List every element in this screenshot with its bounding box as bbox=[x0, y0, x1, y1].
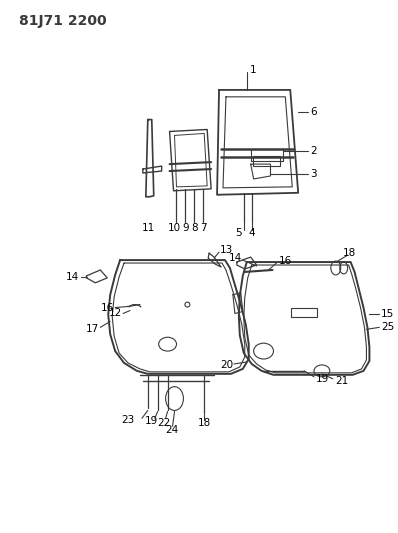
Text: 24: 24 bbox=[165, 425, 178, 435]
Text: 12: 12 bbox=[109, 309, 122, 319]
Polygon shape bbox=[86, 270, 107, 283]
Text: 14: 14 bbox=[228, 253, 242, 263]
Text: 20: 20 bbox=[220, 360, 233, 370]
Polygon shape bbox=[239, 262, 369, 375]
Text: 17: 17 bbox=[86, 324, 100, 334]
Polygon shape bbox=[237, 257, 257, 269]
Text: 2: 2 bbox=[310, 146, 317, 156]
Text: 7: 7 bbox=[200, 223, 207, 233]
Text: 81J71 2200: 81J71 2200 bbox=[19, 14, 107, 28]
Text: 14: 14 bbox=[66, 272, 80, 282]
Text: 1: 1 bbox=[250, 65, 256, 75]
Text: 22: 22 bbox=[157, 418, 170, 429]
Text: 16: 16 bbox=[101, 303, 114, 312]
Polygon shape bbox=[251, 164, 271, 179]
Text: 23: 23 bbox=[122, 415, 135, 425]
Polygon shape bbox=[233, 293, 243, 313]
Text: 15: 15 bbox=[381, 310, 394, 319]
Polygon shape bbox=[251, 149, 283, 161]
Polygon shape bbox=[143, 166, 162, 173]
Text: 16: 16 bbox=[278, 256, 292, 266]
Text: 18: 18 bbox=[197, 418, 211, 429]
Polygon shape bbox=[170, 130, 211, 191]
Text: 6: 6 bbox=[310, 107, 317, 117]
Text: 5: 5 bbox=[235, 228, 242, 238]
Polygon shape bbox=[253, 156, 280, 166]
Text: 25: 25 bbox=[381, 322, 394, 333]
Text: 19: 19 bbox=[145, 416, 158, 426]
Text: 13: 13 bbox=[220, 245, 233, 255]
Polygon shape bbox=[108, 260, 249, 374]
Text: 10: 10 bbox=[168, 223, 181, 233]
Text: 18: 18 bbox=[343, 248, 356, 258]
Polygon shape bbox=[217, 90, 298, 195]
Text: 3: 3 bbox=[310, 169, 317, 179]
Text: 19: 19 bbox=[316, 374, 329, 384]
Text: 21: 21 bbox=[335, 376, 348, 386]
Bar bbox=[291, 308, 317, 318]
Text: 8: 8 bbox=[191, 223, 198, 233]
Text: 4: 4 bbox=[248, 228, 255, 238]
Text: 11: 11 bbox=[142, 223, 156, 233]
Text: 9: 9 bbox=[182, 223, 189, 233]
